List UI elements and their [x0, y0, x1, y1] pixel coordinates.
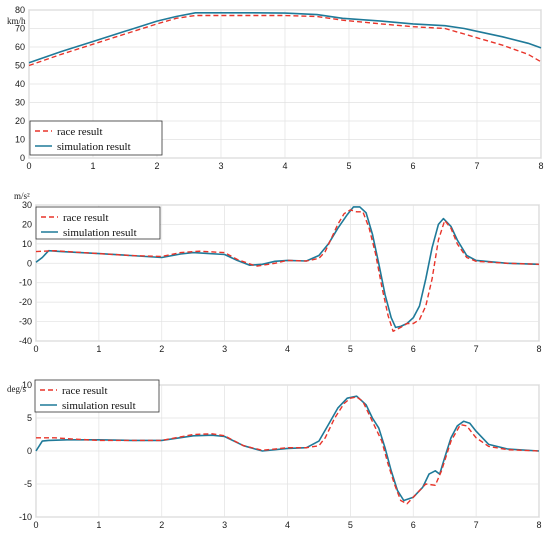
x-tick-label: 6 — [410, 161, 415, 171]
series-line-race-result — [35, 209, 540, 332]
y-tick-label: 60 — [15, 42, 25, 52]
x-tick-label: 5 — [348, 520, 353, 530]
x-tick-label: 2 — [159, 344, 164, 354]
legend-box — [34, 379, 160, 413]
y-tick-label: 30 — [15, 98, 25, 108]
y-tick-label: 10 — [22, 239, 32, 249]
y-tick-label: -20 — [19, 297, 32, 307]
legend-box — [35, 206, 161, 240]
x-tick-label: 8 — [536, 520, 541, 530]
unit-label: deg/s — [7, 384, 26, 394]
x-tick-label: 0 — [33, 520, 38, 530]
series-line-simulation-result — [28, 12, 542, 64]
legend: race result simulation result — [35, 206, 161, 240]
unit-label: m/s² — [14, 191, 30, 201]
series-line-race-result — [28, 14, 542, 67]
x-tick-label: 2 — [159, 520, 164, 530]
series-line-race-result — [36, 396, 540, 505]
x-tick-label: 3 — [218, 161, 223, 171]
legend-label: race result — [63, 212, 109, 224]
x-tick-label: 5 — [348, 344, 353, 354]
legend-label: simulation result — [62, 400, 136, 412]
y-tick-label: 10 — [22, 380, 32, 390]
y-tick-label: 10 — [15, 135, 25, 145]
y-tick-label: 5 — [27, 413, 32, 423]
y-tick-label: 0 — [27, 446, 32, 456]
x-tick-label: 7 — [474, 344, 479, 354]
chart-panel-2: 0 1 2 3 4 5 6 7 8 -40 -30 -20 -10 0 10 20 30m/s² race res… — [14, 191, 542, 354]
y-tick-label: -10 — [19, 278, 32, 288]
x-tick-label: 1 — [96, 520, 101, 530]
legend-box — [29, 120, 163, 156]
y-tick-label: 0 — [20, 153, 25, 163]
x-tick-label: 3 — [222, 520, 227, 530]
legend: race result simulation result — [29, 120, 163, 156]
x-tick-label: 5 — [346, 161, 351, 171]
series-line-simulation-result — [35, 206, 540, 329]
y-tick-label: 20 — [22, 219, 32, 229]
y-tick-label: 70 — [15, 24, 25, 34]
y-tick-label: 0 — [27, 258, 32, 268]
y-tick-label: -10 — [19, 512, 32, 522]
x-tick-label: 3 — [222, 344, 227, 354]
y-tick-label: 40 — [15, 79, 25, 89]
x-tick-label: 8 — [538, 161, 543, 171]
x-tick-label: 4 — [282, 161, 287, 171]
x-tick-label: 1 — [90, 161, 95, 171]
legend-label: race result — [62, 385, 108, 397]
y-tick-label: -40 — [19, 336, 32, 346]
x-tick-label: 4 — [285, 520, 290, 530]
x-tick-label: 0 — [26, 161, 31, 171]
x-tick-label: 7 — [474, 161, 479, 171]
x-tick-label: 6 — [411, 344, 416, 354]
x-tick-label: 6 — [411, 520, 416, 530]
x-tick-label: 0 — [33, 344, 38, 354]
unit-label: km/h — [7, 16, 26, 26]
series-line-simulation-result — [35, 395, 540, 502]
y-tick-label: 30 — [22, 200, 32, 210]
x-tick-label: 8 — [536, 344, 541, 354]
legend-label: race result — [57, 126, 103, 138]
legend: race result simulation result — [34, 379, 160, 413]
legend-label: simulation result — [57, 141, 131, 153]
legend-label: simulation result — [63, 227, 137, 239]
x-tick-label: 2 — [154, 161, 159, 171]
y-tick-label: 80 — [15, 5, 25, 15]
y-tick-label: 50 — [15, 61, 25, 71]
y-tick-label: -30 — [19, 317, 32, 327]
x-tick-label: 4 — [285, 344, 290, 354]
y-tick-label: -5 — [24, 479, 32, 489]
x-tick-label: 1 — [96, 344, 101, 354]
y-tick-label: 20 — [15, 116, 25, 126]
x-tick-label: 7 — [474, 520, 479, 530]
